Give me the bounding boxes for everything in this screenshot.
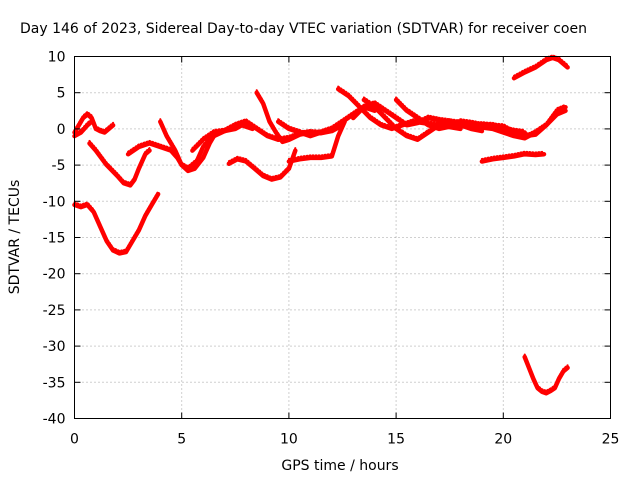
series-line-arc-10-fuzz bbox=[287, 118, 346, 160]
y-tick-label: -25 bbox=[43, 303, 66, 319]
series-line-arc-10 bbox=[286, 119, 347, 164]
series-line-arc-2-fuzz bbox=[73, 118, 93, 135]
y-tick-label: 5 bbox=[57, 86, 66, 102]
chart-title: Day 146 of 2023, Sidereal Day-to-day VTE… bbox=[20, 21, 587, 37]
series-line-arc-14 bbox=[361, 97, 485, 143]
series-line-arc-6 bbox=[158, 119, 255, 171]
series-line-arc-19-fuzz bbox=[523, 353, 569, 392]
y-tick-label: -20 bbox=[43, 267, 66, 283]
series-line-arc-8 bbox=[226, 148, 298, 182]
x-axis-label: GPS time / hours bbox=[281, 458, 398, 474]
y-tick-label: 10 bbox=[48, 50, 66, 66]
x-tick-label: 15 bbox=[387, 432, 405, 448]
series-line-arc-4-fuzz bbox=[73, 190, 160, 252]
y-tick-label: -35 bbox=[43, 375, 66, 391]
grid-lines bbox=[74, 56, 611, 419]
x-tick-label: 0 bbox=[70, 432, 79, 448]
x-tick-label: 25 bbox=[602, 432, 620, 448]
y-tick-label: -10 bbox=[43, 194, 66, 210]
series-line-arc-17-fuzz bbox=[480, 150, 545, 160]
series-line-arc-15 bbox=[393, 97, 527, 135]
series-line-arc-2 bbox=[72, 119, 94, 139]
series-line-arc-8-fuzz bbox=[227, 147, 297, 179]
x-tick-label: 10 bbox=[280, 432, 298, 448]
y-tick-label: -30 bbox=[43, 339, 66, 355]
series-line-arc-16-fuzz bbox=[470, 103, 567, 137]
y-axis-label: SDTVAR / TECUs bbox=[7, 180, 23, 295]
x-tick-label: 5 bbox=[177, 432, 186, 448]
series-line-arc-17 bbox=[479, 151, 547, 164]
series-line-arc-18-fuzz bbox=[513, 54, 569, 77]
series-line-arc-3-fuzz bbox=[88, 139, 151, 184]
y-tick-label: -40 bbox=[43, 412, 66, 428]
series-line-arc-16 bbox=[468, 104, 568, 141]
x-tick-label: 20 bbox=[494, 432, 512, 448]
y-tick-label: 0 bbox=[57, 122, 66, 138]
y-tick-label: -15 bbox=[43, 231, 66, 247]
series-line-arc-7-fuzz bbox=[191, 118, 312, 150]
series-line-arc-4 bbox=[72, 191, 161, 256]
axis-ticks: 0 5 10 15 20 25 10 5 0 -5 -10 -15 -20 -25 -30 -35 -40 bbox=[43, 50, 620, 448]
series-layer bbox=[72, 54, 570, 396]
y-tick-label: -5 bbox=[52, 158, 66, 174]
series-line-arc-15-fuzz bbox=[395, 96, 526, 131]
series-line-arc-19 bbox=[522, 354, 570, 396]
series-line-arc-3 bbox=[87, 141, 152, 188]
series-line-arc-18 bbox=[511, 55, 570, 81]
